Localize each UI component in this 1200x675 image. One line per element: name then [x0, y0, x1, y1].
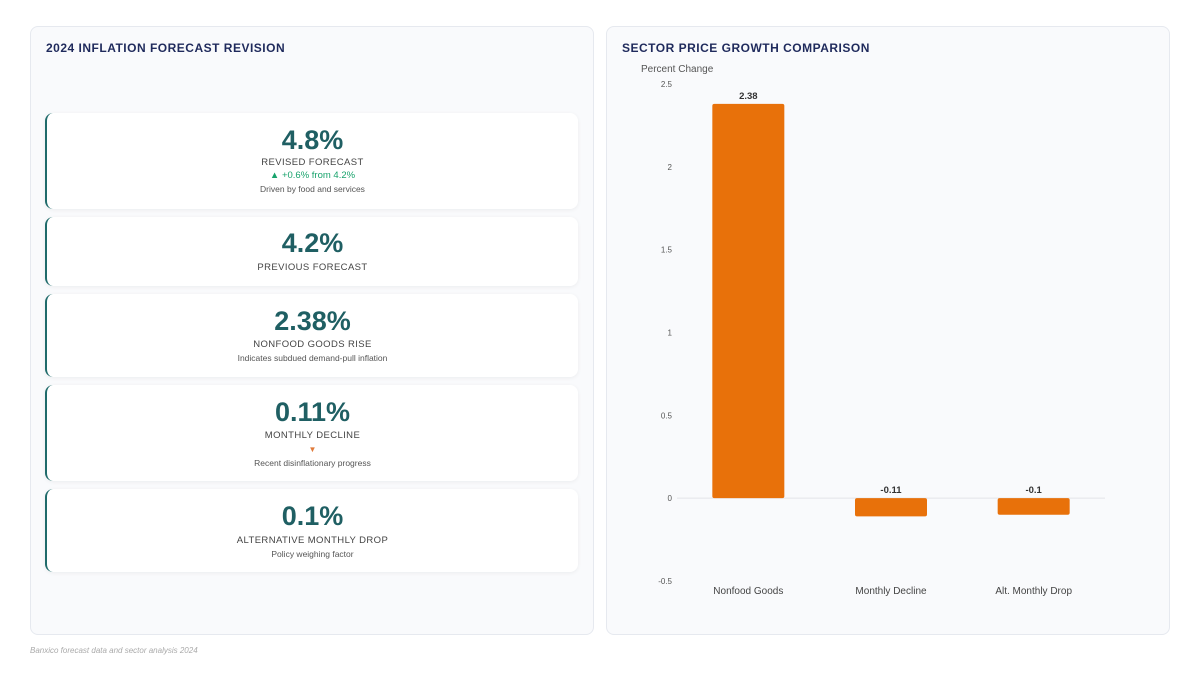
x-tick-label: Alt. Monthly Drop — [995, 586, 1072, 597]
y-tick-label: 0 — [668, 494, 673, 503]
chart-panel: SECTOR PRICE GROWTH COMPARISON Percent C… — [606, 26, 1170, 635]
bar — [855, 498, 927, 517]
bar-chart: Percent Change -0.5 0 0.5 1 1.5 2 2.5 2.38 Nonfoo… — [641, 64, 1105, 597]
y-tick-label: 1.5 — [661, 246, 673, 255]
card-note: Policy weighing factor — [271, 549, 354, 559]
x-tick-label: Nonfood Goods — [713, 586, 783, 597]
down-arrow-icon: ▼ — [308, 445, 317, 454]
card-value: 4.8% — [281, 125, 344, 155]
y-tick-label: -0.5 — [658, 577, 672, 586]
footer-source: Banxico forecast data and sector analysi… — [30, 646, 198, 655]
revised-forecast-card: 4.8% REVISED FORECAST ▲ +0.6% from 4.2% … — [45, 113, 578, 209]
monthly-decline-card: 0.11% MONTHLY DECLINE ▼ Recent disinflat… — [45, 385, 578, 481]
card-note: Recent disinflationary progress — [254, 458, 371, 468]
card-label: REVISED FORECAST — [261, 157, 364, 168]
y-tick-label: 2 — [668, 163, 673, 172]
forecast-panel: 2024 INFLATION FORECAST REVISION 4.8% RE… — [30, 26, 594, 635]
bar — [712, 103, 785, 499]
card-value: 0.1% — [281, 501, 344, 531]
card-label: MONTHLY DECLINE — [264, 430, 361, 441]
card-label: NONFOOD GOODS RISE — [253, 339, 372, 350]
previous-forecast-card: 4.2% PREVIOUS FORECAST — [45, 217, 578, 286]
forecast-panel-title: 2024 INFLATION FORECAST REVISION — [46, 41, 286, 55]
alt-monthly-drop-card: 0.1% ALTERNATIVE MONTHLY DROP Policy wei… — [45, 489, 578, 572]
y-tick-label: 1 — [668, 329, 673, 338]
bar-value-label: -0.1 — [1025, 485, 1042, 496]
card-value: 2.38% — [274, 306, 351, 336]
y-tick-label: 0.5 — [661, 411, 673, 420]
card-change: ▲ +0.6% from 4.2% — [269, 170, 356, 181]
y-tick-label: 2.5 — [661, 80, 673, 89]
bar-value-label: 2.38 — [739, 91, 758, 102]
card-label: PREVIOUS FORECAST — [257, 262, 368, 273]
x-tick-label: Monthly Decline — [855, 586, 927, 597]
bar — [997, 498, 1070, 515]
card-note: Indicates subdued demand-pull inflation — [237, 353, 388, 363]
bar-value-label: -0.11 — [880, 485, 902, 496]
card-value: 4.2% — [281, 228, 344, 258]
chart-title: SECTOR PRICE GROWTH COMPARISON — [622, 41, 870, 55]
card-note: Driven by food and services — [260, 184, 365, 194]
card-value: 0.11% — [274, 397, 351, 427]
nonfood-goods-card: 2.38% NONFOOD GOODS RISE Indicates subdu… — [45, 294, 578, 377]
card-label: ALTERNATIVE MONTHLY DROP — [236, 535, 389, 546]
y-axis-label: Percent Change — [641, 64, 714, 75]
